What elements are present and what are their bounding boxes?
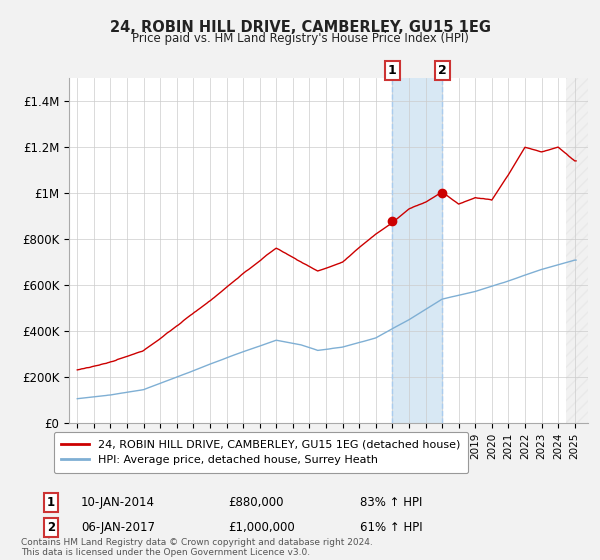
Text: 10-JAN-2014: 10-JAN-2014	[81, 496, 155, 509]
Text: 06-JAN-2017: 06-JAN-2017	[81, 521, 155, 534]
Text: Contains HM Land Registry data © Crown copyright and database right 2024.
This d: Contains HM Land Registry data © Crown c…	[21, 538, 373, 557]
Text: £880,000: £880,000	[228, 496, 284, 509]
Bar	[566, 78, 592, 423]
Text: Price paid vs. HM Land Registry's House Price Index (HPI): Price paid vs. HM Land Registry's House …	[131, 32, 469, 45]
Bar	[392, 78, 442, 423]
Text: 83% ↑ HPI: 83% ↑ HPI	[360, 496, 422, 509]
Text: 2: 2	[47, 521, 55, 534]
Text: 1: 1	[47, 496, 55, 509]
Text: £1,000,000: £1,000,000	[228, 521, 295, 534]
Text: 2: 2	[437, 64, 446, 77]
Legend: 24, ROBIN HILL DRIVE, CAMBERLEY, GU15 1EG (detached house), HPI: Average price, : 24, ROBIN HILL DRIVE, CAMBERLEY, GU15 1E…	[53, 432, 468, 473]
Text: 24, ROBIN HILL DRIVE, CAMBERLEY, GU15 1EG: 24, ROBIN HILL DRIVE, CAMBERLEY, GU15 1E…	[110, 20, 491, 35]
Text: 61% ↑ HPI: 61% ↑ HPI	[360, 521, 422, 534]
Text: 1: 1	[388, 64, 397, 77]
